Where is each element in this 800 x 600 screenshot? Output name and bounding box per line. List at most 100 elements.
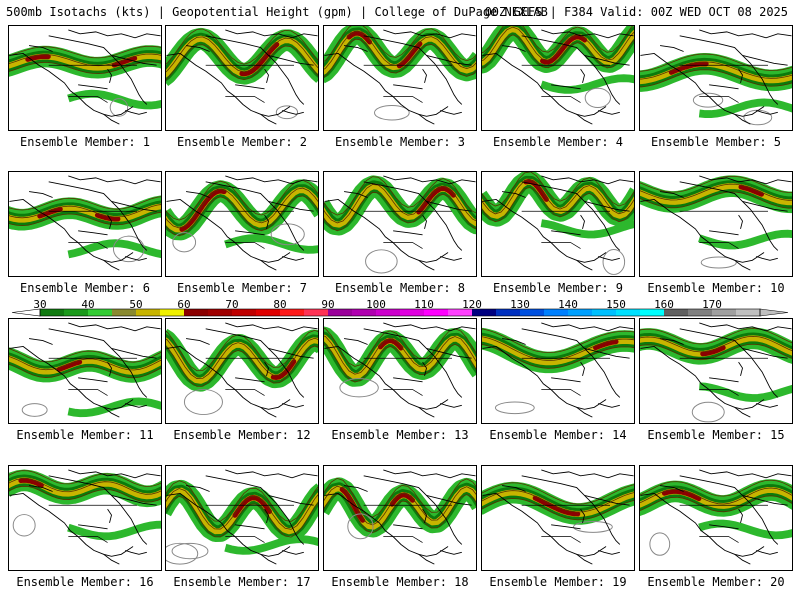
colorbar-swatch (592, 309, 617, 316)
coastline (363, 181, 463, 251)
height-contour (640, 335, 792, 353)
height-contour-closed (700, 256, 737, 269)
colorbar-swatch (376, 309, 401, 316)
coastline (660, 45, 684, 52)
coastline (576, 399, 607, 410)
coastline (738, 361, 743, 377)
coastline (78, 524, 108, 530)
coastline (103, 106, 134, 117)
coastline (186, 45, 210, 52)
jet-secondary-band (540, 219, 634, 239)
coastline (324, 493, 435, 565)
isotach-map (640, 322, 792, 423)
coastline (598, 402, 620, 408)
height-contour (9, 470, 161, 487)
jet-max-segment (389, 492, 416, 507)
coastline (235, 377, 265, 383)
figure-header: 500mb Isotachs (kts) | Geopotential Heig… (6, 3, 796, 21)
colorbar-swatch (352, 309, 377, 316)
colorbar-outline (39, 308, 761, 317)
coastline (363, 35, 463, 105)
coastline (282, 255, 304, 261)
colorbar-swatch (208, 309, 233, 316)
coastline (268, 495, 314, 506)
coastline (282, 402, 304, 408)
colorbar-swatch (136, 309, 161, 316)
coastline (482, 53, 593, 125)
colorbar-tick-label: 130 (510, 298, 530, 311)
coastline (502, 338, 526, 345)
coastline (584, 495, 630, 506)
isotach-map (324, 26, 476, 125)
coastline (383, 469, 476, 479)
colorbar-swatch (160, 309, 185, 316)
height-contour-closed (347, 513, 374, 540)
colorbar-tick-label: 80 (273, 298, 287, 311)
coastline (551, 524, 581, 530)
ensemble-panel-15 (639, 318, 793, 424)
isotach-map (9, 469, 161, 565)
coastline (264, 361, 269, 377)
height-contour-closed (365, 249, 398, 274)
coastline (186, 485, 210, 492)
jet-max-segment (270, 359, 297, 381)
ensemble-panel-12 (165, 318, 319, 424)
isotach-map (9, 322, 161, 418)
coastline (734, 252, 765, 263)
political-border (225, 536, 265, 543)
coastline (640, 199, 751, 271)
ensemble-member-label: Ensemble Member: 13 (331, 428, 469, 442)
coastline (383, 29, 476, 39)
height-contour (324, 184, 476, 224)
coastline (521, 475, 621, 545)
ensemble-member-label: Ensemble Member: 5 (650, 135, 782, 149)
height-contour (482, 179, 634, 215)
coastline (502, 191, 526, 198)
political-border (541, 96, 581, 103)
jet-max-segment (561, 34, 588, 50)
coastline (422, 361, 427, 377)
height-contour (9, 212, 161, 227)
colorbar-swatch (544, 309, 569, 316)
coastline (699, 175, 792, 185)
coastline (541, 322, 634, 332)
coastline (324, 53, 435, 125)
coastline (709, 230, 739, 236)
coastline (440, 109, 462, 115)
jet-core-band (482, 178, 634, 219)
coastline (422, 508, 427, 524)
coastline (426, 201, 472, 212)
height-contour (324, 38, 476, 78)
jet-secondary-band (67, 397, 161, 418)
coastline (541, 175, 634, 185)
colorbar-swatch (640, 309, 665, 316)
ensemble-member-label: Ensemble Member: 2 (176, 135, 308, 149)
coastline (344, 338, 368, 345)
coastline (482, 199, 593, 271)
height-contour (640, 487, 792, 505)
coastline (393, 377, 423, 383)
height-contour (166, 495, 318, 538)
jet-core-band (9, 355, 161, 375)
coastline (598, 109, 620, 115)
ensemble-member-label: Ensemble Member: 4 (492, 135, 624, 149)
colorbar-swatch (64, 309, 89, 316)
jet-max-segment (523, 178, 549, 202)
coastline (598, 549, 620, 555)
ensemble-panel-17 (165, 465, 319, 571)
coastline (235, 84, 265, 90)
height-contour (640, 69, 792, 88)
coastline (111, 55, 157, 66)
height-contour (324, 477, 476, 518)
coastline (709, 524, 739, 530)
coastline (103, 546, 134, 557)
coastline (756, 549, 778, 555)
coastline (699, 322, 792, 332)
jet-max-segment (25, 54, 51, 62)
coastline (264, 214, 269, 230)
jet-max-segment (111, 55, 138, 68)
colorbar-tick-label: 100 (366, 298, 386, 311)
isotach-map (166, 322, 318, 418)
coastline (393, 84, 423, 90)
coastline (125, 549, 147, 555)
